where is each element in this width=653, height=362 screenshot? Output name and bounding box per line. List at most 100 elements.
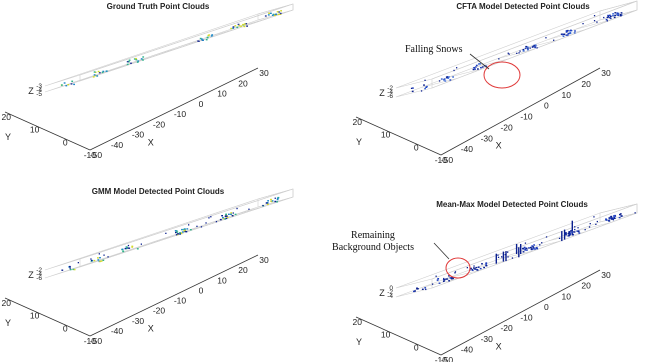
data-point	[246, 25, 248, 27]
data-point	[98, 253, 100, 255]
data-point	[127, 244, 130, 247]
data-point	[137, 60, 140, 62]
data-point	[410, 87, 413, 89]
data-point	[237, 23, 240, 26]
highlight-ellipse	[445, 257, 471, 279]
data-point	[274, 197, 276, 199]
axis-lines	[4, 254, 259, 337]
data-point	[529, 47, 531, 49]
data-point	[127, 247, 129, 249]
data-point	[475, 266, 478, 269]
data-point	[414, 290, 416, 292]
point-cluster	[605, 12, 623, 21]
data-point	[234, 213, 237, 216]
data-point	[443, 277, 445, 280]
x-tick-label: -10	[520, 112, 533, 122]
data-point	[124, 247, 127, 250]
data-point	[442, 280, 445, 282]
data-point	[279, 12, 282, 15]
data-point	[271, 200, 274, 202]
data-point	[596, 220, 598, 223]
data-point	[495, 253, 497, 264]
data-point	[619, 213, 622, 215]
data-point	[533, 244, 535, 246]
data-point	[568, 231, 571, 233]
data-point	[225, 217, 228, 220]
data-point	[614, 214, 616, 217]
y-tick-label: 0	[63, 323, 68, 333]
point-cluster	[61, 265, 76, 271]
y-tick-labels: 20 10 0 -10	[353, 117, 448, 165]
data-point	[593, 216, 595, 218]
z-tick-label: 0	[389, 285, 393, 292]
data-point	[526, 46, 529, 48]
data-point	[230, 27, 233, 30]
data-point	[610, 17, 612, 20]
y-tick-label: 10	[30, 311, 40, 321]
x-tick-labels: -50 -40 -30 -20 -10 0 10 20 30	[441, 68, 611, 165]
data-point	[485, 264, 488, 267]
data-point	[561, 33, 564, 36]
data-point	[236, 26, 239, 28]
data-point	[243, 23, 246, 25]
data-point	[618, 216, 621, 219]
data-point	[481, 66, 484, 68]
data-point	[205, 39, 208, 41]
annotation: Falling Snows	[405, 44, 521, 89]
data-point	[236, 207, 238, 210]
data-point	[524, 47, 527, 50]
data-point	[130, 62, 132, 64]
data-point	[69, 265, 71, 268]
data-point	[174, 230, 177, 232]
data-point	[569, 32, 572, 35]
data-point	[613, 16, 616, 19]
data-point	[449, 277, 452, 279]
data-point	[595, 223, 597, 225]
x-tick-label: -40	[461, 344, 474, 354]
data-point	[481, 263, 483, 265]
data-point	[634, 212, 636, 214]
data-point	[446, 278, 449, 280]
x-tick-label: -40	[461, 144, 474, 154]
point-cluster	[60, 80, 75, 87]
data-point	[93, 71, 96, 73]
x-tick-label: 10	[562, 291, 572, 301]
data-point	[103, 254, 105, 256]
data-point	[565, 234, 567, 236]
data-point	[520, 244, 522, 254]
data-point	[201, 38, 203, 40]
x-tick-label: -20	[153, 306, 166, 316]
point-cluster	[197, 34, 214, 42]
data-point	[603, 16, 605, 19]
grid-line	[204, 214, 240, 226]
x-tick-label: -30	[481, 133, 494, 143]
data-point	[206, 36, 209, 39]
point-clouds	[60, 10, 282, 87]
data-point	[136, 248, 139, 250]
data-point	[518, 247, 520, 258]
grid-line	[71, 257, 107, 270]
data-point	[452, 277, 454, 279]
data-point	[605, 219, 608, 221]
subplot-4: Mean-Max Model Detected Point Clouds-50-…	[332, 200, 638, 362]
data-point	[485, 65, 488, 67]
data-point	[613, 216, 616, 219]
data-point	[480, 67, 482, 69]
y-tick-labels: 20 10 0 -10	[2, 112, 97, 160]
data-point	[507, 52, 509, 54]
data-point	[528, 247, 530, 249]
data-point	[431, 283, 434, 285]
data-point	[438, 80, 441, 82]
data-point	[574, 30, 576, 32]
data-point	[268, 12, 270, 14]
subplot-1: Ground Truth Point Clouds-50-40-30-20-10…	[2, 2, 294, 160]
data-point	[200, 226, 203, 228]
data-point	[569, 31, 572, 34]
data-point	[545, 37, 547, 39]
x-tick-label: 0	[199, 99, 204, 109]
data-point	[536, 248, 539, 250]
data-point	[425, 86, 428, 88]
y-tick-label: 20	[2, 298, 12, 308]
data-point	[175, 230, 178, 232]
